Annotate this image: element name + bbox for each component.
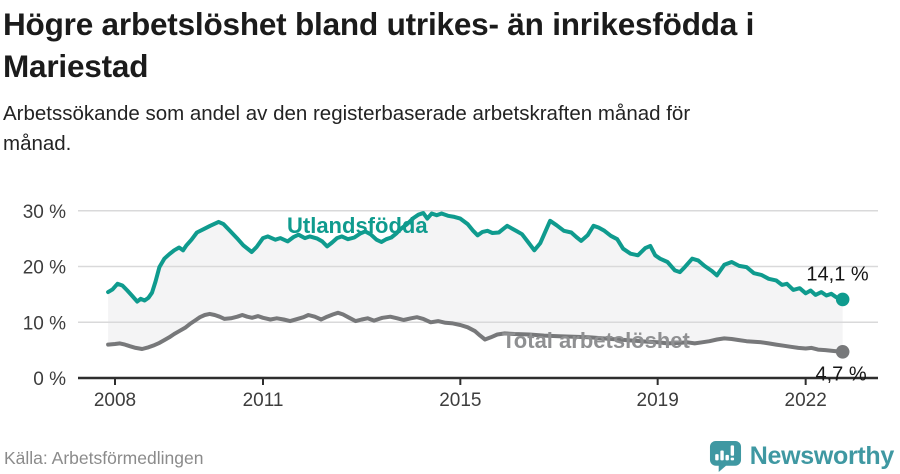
- series-line-utlandsfodda: [106, 211, 845, 304]
- y-tick-label: 0 %: [33, 369, 66, 390]
- gap-band-fill: [108, 213, 843, 352]
- x-tick-label: 2015: [439, 390, 481, 411]
- source-note: Källa: Arbetsförmedlingen: [4, 448, 204, 468]
- y-tick-label: 30 %: [23, 202, 66, 223]
- series-end-dot: [835, 344, 850, 359]
- series-end-dot: [835, 292, 850, 307]
- page-title: Högre arbetslöshet bland utrikes- än inr…: [3, 6, 755, 84]
- x-tick-label: 2011: [243, 390, 284, 411]
- newsworthy-logo: Newsworthy: [709, 440, 894, 473]
- x-tick-label: 2008: [94, 390, 136, 411]
- newsworthy-wordmark: Newsworthy: [749, 442, 895, 470]
- x-tick-label: 2019: [637, 390, 679, 411]
- y-tick-label: 20 %: [23, 258, 66, 279]
- chart-subtitle: Arbetssökande som andel av den registerb…: [3, 102, 691, 155]
- series-label: Utlandsfödda: [287, 213, 428, 238]
- series-end-value-label: 14,1 %: [806, 263, 868, 285]
- x-tick-label: 2022: [785, 390, 827, 411]
- series-label: Total arbetslöshet: [502, 328, 691, 353]
- series-end-value-label: 4,7 %: [816, 363, 867, 385]
- series-line-total: [106, 310, 845, 354]
- newsworthy-bubble-chart-icon: [709, 440, 741, 473]
- y-tick-label: 10 %: [23, 313, 66, 334]
